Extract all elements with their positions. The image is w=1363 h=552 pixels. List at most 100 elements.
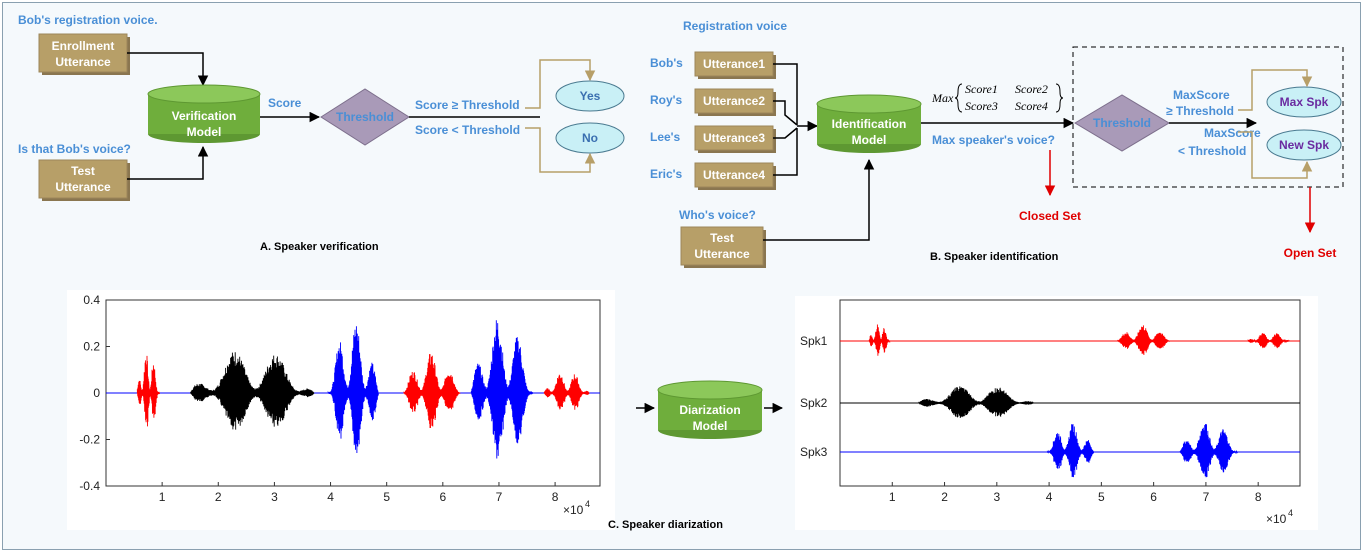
svg-text:Model: Model	[693, 419, 728, 433]
svg-text:Model: Model	[852, 133, 887, 147]
caption-a: A. Speaker verification	[260, 241, 379, 253]
right-x-tick-label: 4	[1046, 490, 1053, 504]
max-lt-line1: MaxScore	[1204, 126, 1261, 140]
left-segment-1	[136, 355, 160, 427]
svg-text:No: No	[582, 131, 598, 145]
left-y-tick-label: -0.4	[79, 479, 100, 493]
left-x-tick-label: 4	[327, 490, 334, 504]
right-x-multiplier: ×10 4	[1266, 508, 1293, 526]
left-segment-3	[327, 326, 379, 454]
svg-text:Utterance4: Utterance4	[703, 168, 765, 182]
svg-text:4: 4	[585, 499, 590, 509]
score-ge-label: Score ≥ Threshold	[415, 98, 520, 112]
left-segment-6	[543, 374, 590, 410]
spk1-label: Spk1	[800, 334, 828, 348]
left-x-tick-label: 7	[496, 490, 503, 504]
svg-text:Score1: Score1	[965, 82, 998, 96]
right-segment-4	[1117, 325, 1170, 356]
left-segment-4	[403, 354, 461, 429]
svg-text:Threshold: Threshold	[1093, 116, 1151, 130]
left-x-tick-label: 6	[439, 490, 446, 504]
open-set-label: Open Set	[1284, 246, 1337, 260]
svg-text:Threshold: Threshold	[336, 110, 394, 124]
speaker-row-1: Bob's Utterance1	[650, 51, 776, 79]
svg-text:Utterance2: Utterance2	[703, 94, 765, 108]
left-x-tick-label: 5	[383, 490, 390, 504]
left-x-tick-label: 1	[159, 490, 166, 504]
svg-text:Utterance: Utterance	[55, 180, 111, 194]
right-x-tick-label: 1	[889, 490, 896, 504]
svg-text:Utterance3: Utterance3	[703, 131, 765, 145]
right-x-ticks: 1 2 3 4 5 6 7 8	[889, 482, 1262, 504]
svg-text:Utterance: Utterance	[55, 55, 111, 69]
left-y-tick-label: 0.4	[83, 293, 100, 307]
spk2-label: Spk2	[800, 396, 828, 410]
right-x-tick-label: 2	[941, 490, 948, 504]
panel-c-diarization: 0.4 0.2 0 -0.2 -0.4 1 2 3 4 5 6 7 8 ×10 4 Diarizati…	[67, 290, 1318, 531]
identification-model-cylinder: Identification Model	[816, 94, 922, 153]
svg-text:Bob's: Bob's	[650, 56, 683, 70]
right-segment-1	[868, 324, 891, 356]
panel-b-identification: Registration voice Bob's Utterance1 Roy'…	[650, 19, 1344, 268]
panel-a-verification: Bob's registration voice. Enrollment Utt…	[18, 13, 625, 253]
new-spk-oval: New Spk	[1266, 129, 1342, 161]
no-oval: No	[555, 122, 625, 154]
enrollment-utterance-box: Enrollment Utterance	[38, 33, 130, 75]
svg-text:New Spk: New Spk	[1279, 138, 1329, 152]
verification-model-cylinder: Verification Model	[147, 84, 261, 143]
left-x-multiplier: ×10 4	[563, 499, 590, 517]
max-ge-line1: MaxScore	[1173, 88, 1230, 102]
max-voice-label: Max speaker's voice?	[932, 133, 1055, 147]
caption-b: B. Speaker identification	[930, 251, 1059, 263]
svg-text:Diarization: Diarization	[679, 403, 740, 417]
left-y-tick-label: 0	[93, 386, 100, 400]
registration-title: Registration voice	[683, 19, 787, 33]
right-waveform	[840, 324, 1300, 478]
left-y-tick-label: 0.2	[83, 340, 100, 354]
open-set-region	[1072, 46, 1344, 188]
score-lt-label: Score < Threshold	[415, 123, 520, 137]
test-utterance-box-b: Test Utterance	[680, 226, 766, 268]
threshold-diamond-a: Threshold	[320, 88, 410, 146]
right-segment-5	[1179, 423, 1238, 478]
right-segment-2	[918, 386, 1034, 419]
max-spk-oval: Max Spk	[1266, 86, 1342, 118]
left-x-tick-label: 3	[271, 490, 278, 504]
closed-set-label: Closed Set	[1019, 209, 1081, 223]
speaker-row-2: Roy's Utterance2	[650, 88, 776, 116]
right-x-tick-label: 3	[993, 490, 1000, 504]
svg-text:Max Spk: Max Spk	[1280, 95, 1329, 109]
right-x-tick-label: 8	[1255, 490, 1262, 504]
left-segment-5	[470, 320, 534, 459]
left-y-ticks: 0.4 0.2 0 -0.2 -0.4	[79, 293, 110, 493]
left-waveform	[106, 320, 600, 459]
who-question: Who's voice?	[679, 208, 756, 222]
svg-text:×10: ×10	[563, 503, 584, 517]
svg-text:Verification: Verification	[172, 109, 237, 123]
speaker-row-3: Lee's Utterance3	[650, 125, 776, 153]
caption-c: C. Speaker diarization	[608, 519, 723, 531]
svg-text:Utterance: Utterance	[694, 247, 750, 261]
left-x-tick-label: 8	[552, 490, 559, 504]
svg-text:Identification: Identification	[832, 117, 907, 131]
right-x-tick-label: 7	[1203, 490, 1210, 504]
threshold-diamond-b: Threshold	[1074, 94, 1170, 152]
max-lt-line2: < Threshold	[1178, 144, 1246, 158]
svg-text:Score2: Score2	[1015, 82, 1048, 96]
svg-text:4: 4	[1288, 508, 1293, 518]
test-utterance-box-a: Test Utterance	[38, 159, 130, 201]
spk3-label: Spk3	[800, 445, 828, 459]
svg-text:Yes: Yes	[580, 89, 601, 103]
svg-text:Roy's: Roy's	[650, 93, 683, 107]
svg-text:×10: ×10	[1266, 512, 1287, 526]
svg-text:Model: Model	[187, 125, 222, 139]
score-label: Score	[268, 96, 302, 110]
svg-text:Lee's: Lee's	[650, 130, 681, 144]
speaker-row-4: Eric's Utterance4	[650, 162, 776, 190]
svg-text:Test: Test	[710, 231, 734, 245]
max-score-formula: Max Score1 Score2 Score3 Score4	[931, 82, 1064, 113]
svg-text:Max: Max	[931, 91, 954, 105]
svg-text:Score4: Score4	[1015, 99, 1048, 113]
